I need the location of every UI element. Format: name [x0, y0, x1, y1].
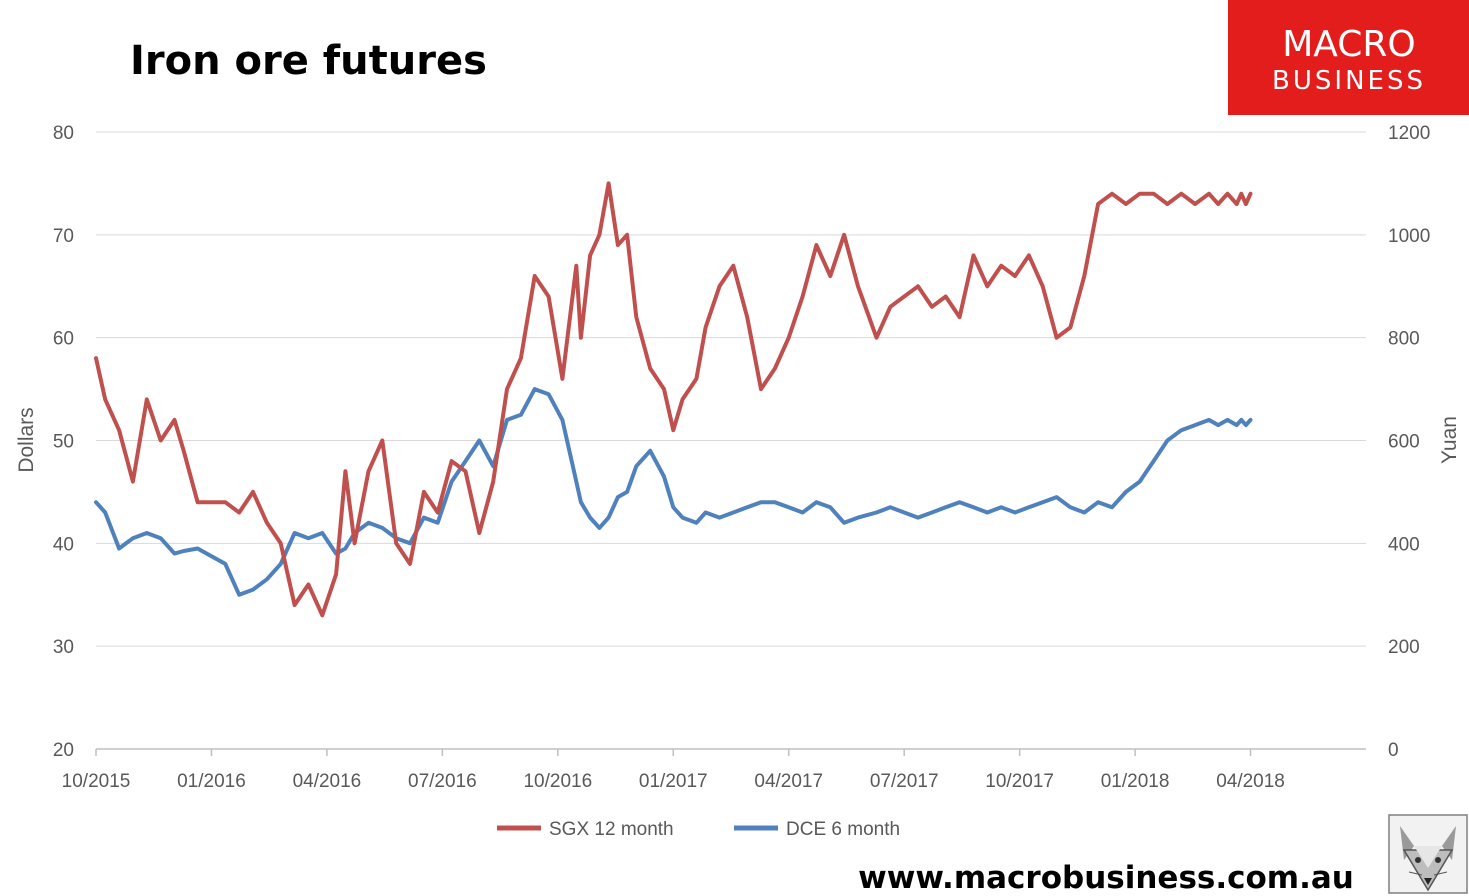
footer-url: www.macrobusiness.com.au: [858, 860, 1354, 896]
x-tick-label: 04/2018: [1216, 771, 1285, 792]
x-tick-label: 10/2016: [523, 771, 592, 792]
y-tick-label: 80: [53, 123, 74, 144]
x-tick-label: 01/2018: [1101, 771, 1170, 792]
x-axis: 10/2015 01/2016 04/2016 07/2016 10/2016 01/20…: [62, 748, 1366, 792]
series: [94, 181, 1253, 618]
y-tick-label: 40: [53, 534, 74, 555]
fox-icon: [1388, 814, 1468, 894]
x-tick-label: 04/2016: [293, 771, 362, 792]
y-tick-label: 70: [53, 226, 74, 247]
legend-label-sgx: SGX 12 month: [549, 819, 674, 840]
y-tick-label: 20: [53, 740, 74, 761]
y2-tick-label: 1200: [1388, 123, 1430, 144]
right-axis-title: Yuan: [1438, 416, 1461, 464]
left-axis-ticks: 20 30 40 50 60 70 80: [53, 123, 74, 761]
y2-tick-label: 800: [1388, 329, 1420, 350]
y2-tick-label: 600: [1388, 432, 1420, 453]
y2-tick-label: 200: [1388, 637, 1420, 658]
series-line-sgx: [94, 181, 1253, 618]
y2-tick-label: 400: [1388, 534, 1420, 555]
x-tick-label: 01/2016: [177, 771, 246, 792]
x-tick-label: 04/2017: [754, 771, 823, 792]
logo-line2: BUSINESS: [1272, 66, 1426, 96]
gridlines: [96, 131, 1366, 647]
x-tick-label: 10/2015: [62, 771, 131, 792]
right-axis-ticks: 0 200 400 600 800 1000 1200: [1388, 123, 1430, 761]
left-axis-title: Dollars: [15, 407, 38, 472]
y2-tick-label: 0: [1388, 740, 1399, 761]
x-tick-label: 10/2017: [985, 771, 1054, 792]
logo-line1: MACRO: [1282, 24, 1416, 65]
y2-tick-label: 1000: [1388, 226, 1430, 247]
y-tick-label: 60: [53, 329, 74, 350]
legend: SGX 12 month DCE 6 month: [497, 819, 900, 840]
legend-label-dce: DCE 6 month: [786, 819, 900, 840]
chart-title: Iron ore futures: [130, 38, 487, 84]
x-tick-label: 07/2016: [408, 771, 477, 792]
logo: MACRO BUSINESS: [1228, 0, 1469, 115]
series-line-dce: [94, 387, 1253, 597]
x-tick-label: 01/2017: [639, 771, 708, 792]
y-tick-label: 50: [53, 432, 74, 453]
logo-background: [1228, 0, 1469, 115]
x-tick-label: 07/2017: [870, 771, 939, 792]
y-tick-label: 30: [53, 637, 74, 658]
